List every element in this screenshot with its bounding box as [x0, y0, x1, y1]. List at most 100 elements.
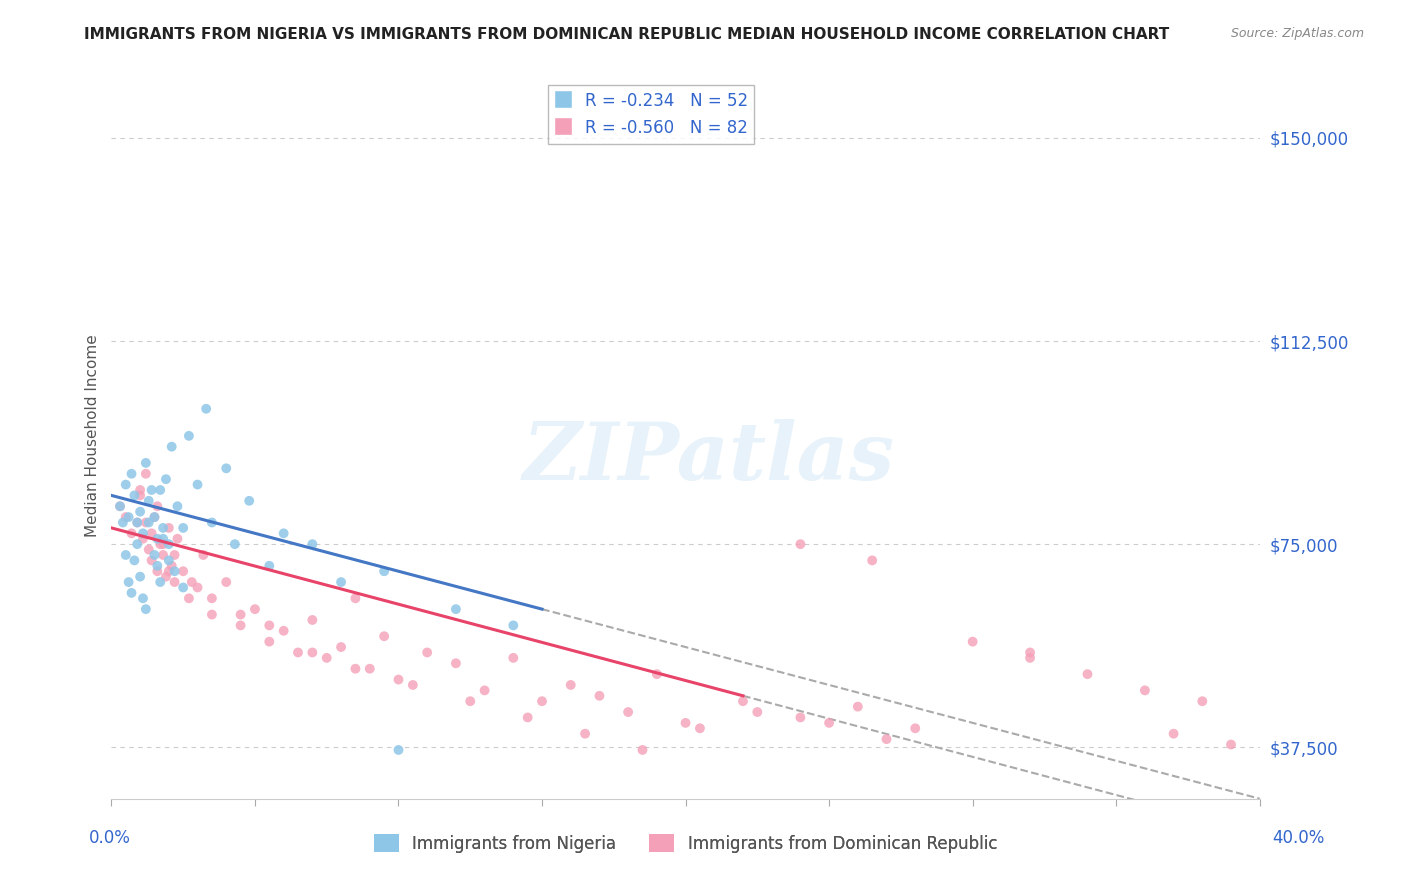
- Point: [132, 591, 155, 606]
- Point: [177, 429, 200, 443]
- Point: [172, 564, 194, 578]
- Point: [387, 743, 409, 757]
- Text: 0.0%: 0.0%: [89, 829, 131, 847]
- Point: [127, 516, 149, 530]
- Point: [157, 553, 180, 567]
- Point: [301, 645, 323, 659]
- Point: [215, 575, 238, 590]
- Point: [157, 537, 180, 551]
- Point: [416, 645, 439, 659]
- Point: [444, 602, 467, 616]
- Point: [143, 510, 166, 524]
- Point: [444, 657, 467, 671]
- Point: [149, 537, 172, 551]
- Point: [155, 472, 177, 486]
- Point: [243, 602, 266, 616]
- Point: [157, 521, 180, 535]
- Point: [163, 548, 186, 562]
- Point: [201, 591, 224, 606]
- Point: [617, 705, 640, 719]
- Point: [160, 440, 183, 454]
- Point: [180, 575, 202, 590]
- Point: [186, 477, 208, 491]
- Point: [129, 488, 152, 502]
- Point: [141, 526, 163, 541]
- Point: [152, 532, 174, 546]
- Point: [402, 678, 425, 692]
- Point: [229, 607, 252, 622]
- Point: [574, 727, 596, 741]
- Point: [201, 516, 224, 530]
- Point: [631, 743, 654, 757]
- Point: [330, 640, 353, 654]
- Point: [1133, 683, 1156, 698]
- Point: [273, 526, 295, 541]
- Point: [141, 553, 163, 567]
- Point: [387, 673, 409, 687]
- Point: [163, 564, 186, 578]
- Point: [127, 537, 149, 551]
- Point: [127, 516, 149, 530]
- Point: [149, 483, 172, 497]
- Point: [129, 569, 152, 583]
- Point: [108, 500, 131, 514]
- Point: [301, 613, 323, 627]
- Point: [516, 710, 538, 724]
- Text: ZIPatlas: ZIPatlas: [523, 419, 894, 496]
- Point: [1019, 651, 1042, 665]
- Point: [143, 510, 166, 524]
- Point: [373, 629, 395, 643]
- Point: [731, 694, 754, 708]
- Point: [287, 645, 309, 659]
- Point: [172, 521, 194, 535]
- Text: IMMIGRANTS FROM NIGERIA VS IMMIGRANTS FROM DOMINICAN REPUBLIC MEDIAN HOUSEHOLD I: IMMIGRANTS FROM NIGERIA VS IMMIGRANTS FR…: [84, 27, 1170, 42]
- Point: [186, 581, 208, 595]
- Point: [138, 516, 160, 530]
- Point: [160, 558, 183, 573]
- Point: [876, 732, 898, 747]
- Point: [273, 624, 295, 638]
- Point: [904, 721, 927, 735]
- Point: [152, 521, 174, 535]
- Point: [121, 586, 143, 600]
- Point: [344, 591, 367, 606]
- Point: [359, 662, 381, 676]
- Point: [117, 575, 139, 590]
- Point: [224, 537, 246, 551]
- Point: [108, 500, 131, 514]
- Point: [117, 510, 139, 524]
- Point: [1019, 645, 1042, 659]
- Point: [129, 505, 152, 519]
- Point: [124, 488, 146, 502]
- Point: [146, 500, 169, 514]
- Point: [157, 564, 180, 578]
- Point: [259, 618, 281, 632]
- Point: [229, 618, 252, 632]
- Point: [201, 607, 224, 622]
- Point: [747, 705, 769, 719]
- Point: [121, 526, 143, 541]
- Point: [789, 537, 811, 551]
- Point: [195, 401, 218, 416]
- Point: [141, 483, 163, 497]
- Point: [1163, 727, 1185, 741]
- Point: [330, 575, 353, 590]
- Point: [259, 634, 281, 648]
- Point: [114, 510, 136, 524]
- Point: [344, 662, 367, 676]
- Point: [560, 678, 582, 692]
- Point: [675, 715, 697, 730]
- Point: [172, 581, 194, 595]
- Point: [474, 683, 496, 698]
- Point: [502, 651, 524, 665]
- Point: [155, 569, 177, 583]
- Point: [215, 461, 238, 475]
- Point: [502, 618, 524, 632]
- Point: [111, 516, 134, 530]
- Point: [146, 532, 169, 546]
- Point: [1076, 667, 1098, 681]
- Point: [146, 564, 169, 578]
- Point: [138, 542, 160, 557]
- Y-axis label: Median Household Income: Median Household Income: [86, 334, 100, 537]
- Point: [373, 564, 395, 578]
